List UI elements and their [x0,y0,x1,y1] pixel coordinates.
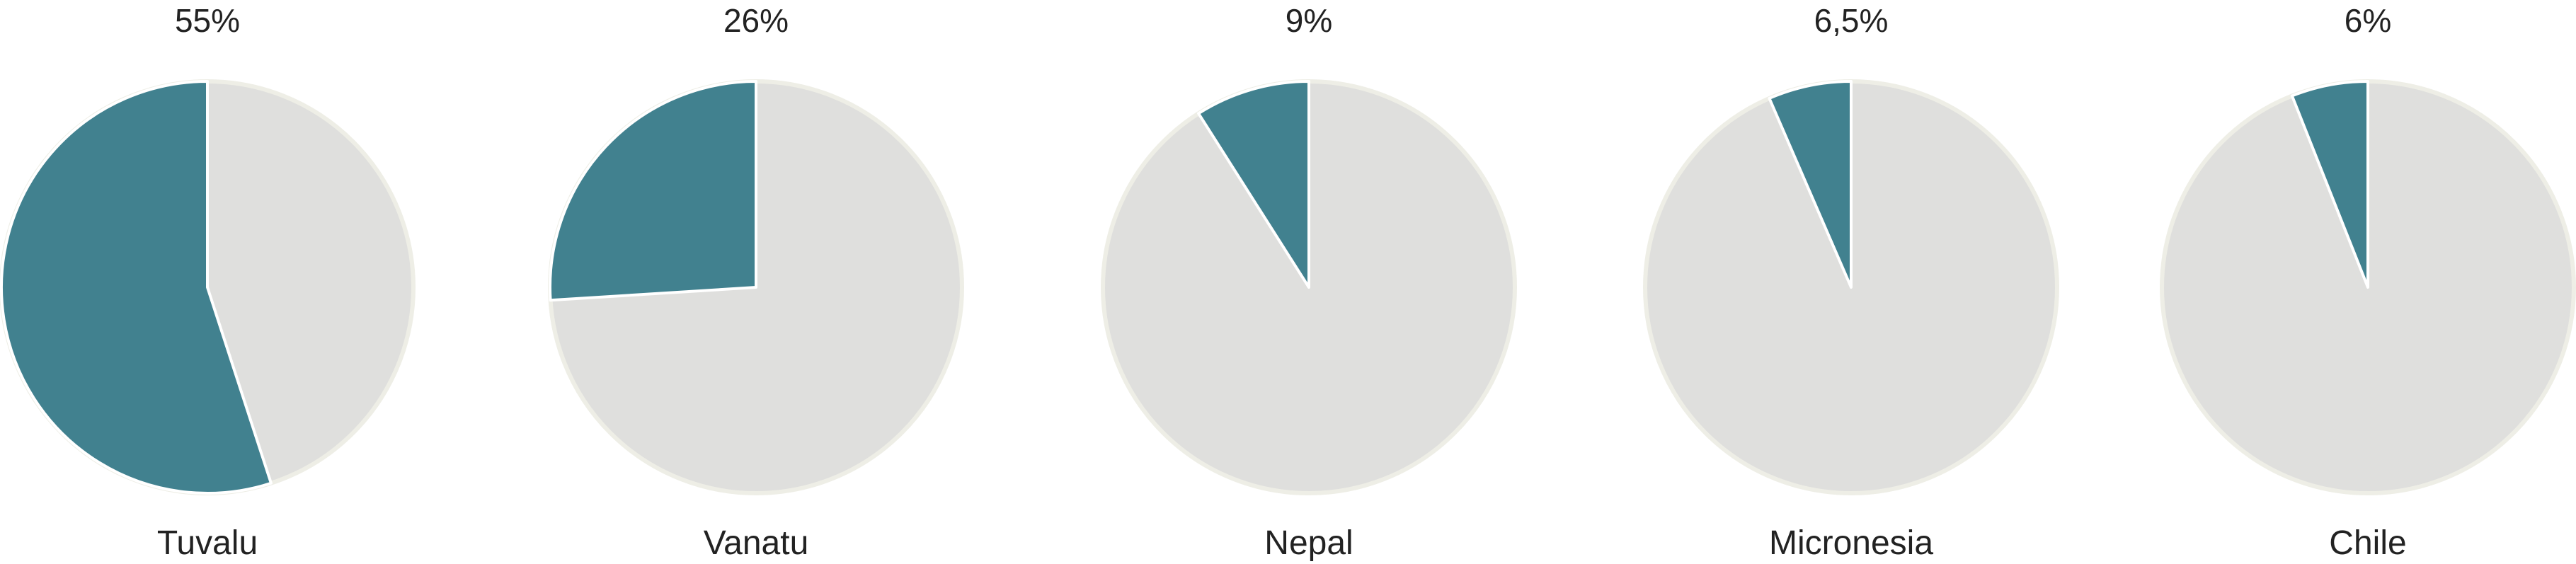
pie-chart-micronesia: 6,5% Micronesia [1643,2,2059,562]
pie-share-slice [2290,80,2369,289]
pie-chart-chile: 6% Chile [2160,2,2576,562]
pie-country-label: Chile [2329,524,2406,562]
pie-chart-vanatu: 26% Vanatu [548,2,964,562]
pie-share-slice [1768,80,1853,289]
pie-country-label: Nepal [1264,524,1353,562]
pie-country-label: Vanatu [704,524,809,562]
pie-country-label: Tuvalu [157,524,258,562]
pie-country-label: Micronesia [1769,524,1933,562]
pie-value-label: 6% [2345,2,2391,39]
pie-value-label: 9% [1286,2,1332,39]
pie-chart-nepal: 9% Nepal [1101,2,1517,562]
pie-value-label: 6,5% [1814,2,1889,39]
pie-value-label: 55% [175,2,240,39]
pie-share-slice [1197,80,1310,289]
pie-value-label: 26% [723,2,789,39]
pie-chart-tuvalu: 55% Tuvalu [0,2,416,562]
pie-share-slice [0,80,273,495]
pie-share-slice [549,80,757,302]
